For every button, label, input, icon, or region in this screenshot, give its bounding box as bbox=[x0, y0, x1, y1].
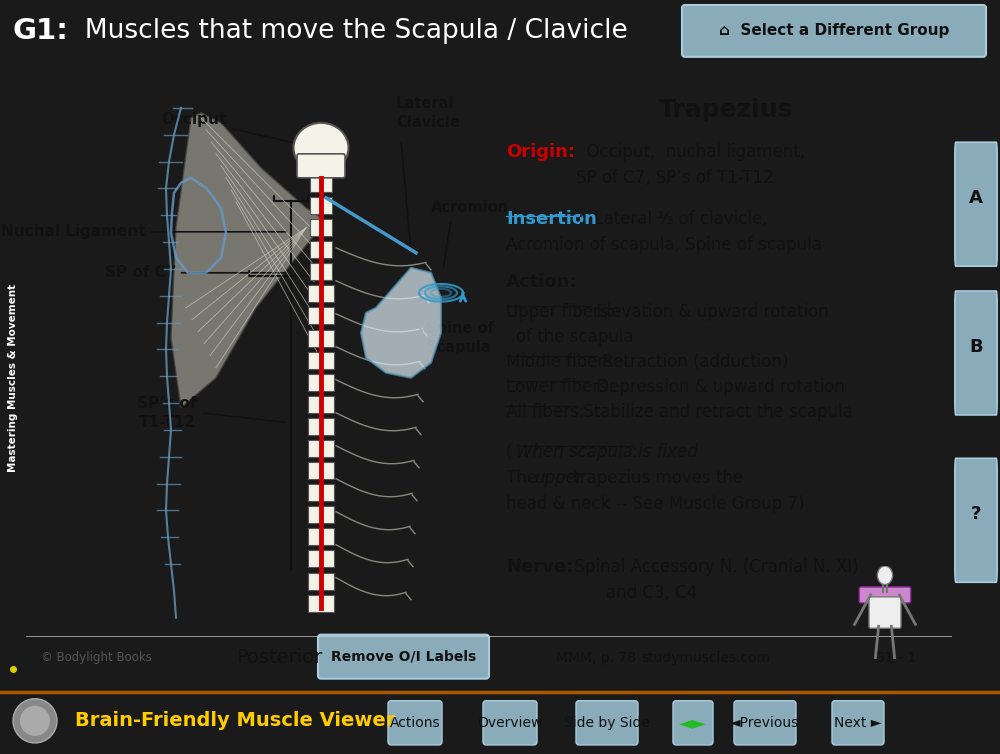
Text: Next ►: Next ► bbox=[834, 716, 882, 730]
Text: Nuchal Ligament: Nuchal Ligament bbox=[1, 224, 286, 239]
FancyBboxPatch shape bbox=[308, 396, 334, 412]
Text: Lateral
Clavicle: Lateral Clavicle bbox=[396, 96, 460, 130]
Text: Posterior: Posterior bbox=[236, 648, 322, 667]
Text: trapezius moves the: trapezius moves the bbox=[568, 469, 743, 487]
Text: © Bodylight Books: © Bodylight Books bbox=[41, 651, 152, 664]
Text: and C3, C4: and C3, C4 bbox=[564, 584, 697, 602]
Text: ⌂  Select a Different Group: ⌂ Select a Different Group bbox=[719, 23, 949, 38]
FancyBboxPatch shape bbox=[576, 700, 638, 745]
Text: Brain-Friendly Muscle Viewer: Brain-Friendly Muscle Viewer bbox=[75, 711, 395, 731]
FancyBboxPatch shape bbox=[308, 484, 334, 501]
FancyBboxPatch shape bbox=[308, 374, 334, 391]
FancyBboxPatch shape bbox=[308, 418, 334, 435]
FancyBboxPatch shape bbox=[832, 700, 884, 745]
Text: studymuscles.com: studymuscles.com bbox=[642, 651, 771, 665]
Text: MMM, p. 78: MMM, p. 78 bbox=[556, 651, 636, 665]
Text: SP of C7: SP of C7 bbox=[105, 265, 286, 280]
Text: ◄►: ◄► bbox=[679, 714, 707, 732]
Text: Action:: Action: bbox=[506, 273, 577, 291]
FancyBboxPatch shape bbox=[483, 700, 537, 745]
Text: Lower fibers:: Lower fibers: bbox=[506, 378, 614, 396]
FancyBboxPatch shape bbox=[308, 351, 334, 369]
Circle shape bbox=[13, 699, 57, 743]
FancyBboxPatch shape bbox=[869, 597, 901, 628]
Text: Spinal Accessory N. (Cranial N. XI): Spinal Accessory N. (Cranial N. XI) bbox=[564, 558, 859, 576]
FancyBboxPatch shape bbox=[308, 329, 334, 347]
FancyBboxPatch shape bbox=[682, 5, 986, 57]
Text: Spine of
Scapula: Spine of Scapula bbox=[426, 321, 494, 354]
FancyBboxPatch shape bbox=[308, 308, 334, 324]
Text: Insertion: Insertion bbox=[506, 210, 597, 228]
FancyBboxPatch shape bbox=[308, 462, 334, 479]
Ellipse shape bbox=[294, 123, 349, 173]
Text: ◄Previous: ◄Previous bbox=[730, 716, 800, 730]
Text: The: The bbox=[506, 469, 542, 487]
Text: (: ( bbox=[506, 443, 512, 461]
FancyBboxPatch shape bbox=[955, 458, 997, 582]
FancyBboxPatch shape bbox=[955, 291, 997, 415]
FancyBboxPatch shape bbox=[310, 175, 332, 192]
FancyBboxPatch shape bbox=[297, 154, 345, 178]
Text: Occiput,  nuchal ligament,: Occiput, nuchal ligament, bbox=[576, 143, 805, 161]
Text: Overview: Overview bbox=[477, 716, 543, 730]
FancyBboxPatch shape bbox=[308, 506, 334, 523]
Text: B: B bbox=[969, 338, 983, 356]
FancyBboxPatch shape bbox=[310, 241, 332, 258]
Text: SP of C7, SP’s of T1-T12: SP of C7, SP’s of T1-T12 bbox=[576, 169, 774, 187]
Text: Retraction (adduction): Retraction (adduction) bbox=[597, 353, 789, 371]
FancyBboxPatch shape bbox=[673, 700, 713, 745]
FancyBboxPatch shape bbox=[310, 197, 332, 214]
FancyBboxPatch shape bbox=[310, 219, 332, 236]
Text: G1:: G1: bbox=[12, 17, 68, 45]
FancyBboxPatch shape bbox=[318, 635, 489, 679]
FancyBboxPatch shape bbox=[308, 529, 334, 545]
FancyBboxPatch shape bbox=[388, 700, 442, 745]
Polygon shape bbox=[361, 268, 441, 378]
FancyBboxPatch shape bbox=[859, 587, 911, 602]
Text: Trapezius: Trapezius bbox=[659, 98, 793, 122]
Text: Origin:: Origin: bbox=[506, 143, 575, 161]
Text: ?: ? bbox=[971, 505, 981, 523]
FancyBboxPatch shape bbox=[308, 595, 334, 611]
Text: SP’s of
T1-T12: SP’s of T1-T12 bbox=[137, 396, 196, 430]
Text: G1 - 1: G1 - 1 bbox=[874, 651, 916, 665]
Text: Remove O/I Labels: Remove O/I Labels bbox=[331, 650, 477, 664]
FancyBboxPatch shape bbox=[308, 572, 334, 590]
Text: of the scapula: of the scapula bbox=[516, 328, 634, 346]
Text: When scapula is fixed: When scapula is fixed bbox=[516, 443, 698, 461]
Text: :  Lateral ⅓ of clavicle,: : Lateral ⅓ of clavicle, bbox=[578, 210, 768, 228]
Text: Upper fibers:: Upper fibers: bbox=[506, 303, 614, 320]
FancyBboxPatch shape bbox=[310, 263, 332, 280]
Text: Mastering Muscles & Movement: Mastering Muscles & Movement bbox=[8, 284, 18, 472]
FancyBboxPatch shape bbox=[308, 285, 334, 302]
FancyBboxPatch shape bbox=[955, 143, 997, 266]
FancyBboxPatch shape bbox=[308, 550, 334, 568]
FancyBboxPatch shape bbox=[308, 440, 334, 457]
Text: head & neck -- See Muscle Group 7): head & neck -- See Muscle Group 7) bbox=[506, 495, 805, 513]
Text: Elevation & upward rotation: Elevation & upward rotation bbox=[591, 303, 829, 320]
Text: Acromion of scapula, Spine of scapula: Acromion of scapula, Spine of scapula bbox=[506, 236, 822, 254]
Text: Acromion: Acromion bbox=[431, 201, 509, 216]
Polygon shape bbox=[171, 113, 321, 408]
Circle shape bbox=[877, 566, 893, 584]
Text: Muscles that move the Scapula / Clavicle: Muscles that move the Scapula / Clavicle bbox=[68, 18, 628, 44]
Circle shape bbox=[20, 706, 50, 736]
Text: Depression & upward rotation: Depression & upward rotation bbox=[591, 378, 845, 396]
Text: Occiput: Occiput bbox=[161, 112, 313, 147]
FancyBboxPatch shape bbox=[734, 700, 796, 745]
Text: All fibers:: All fibers: bbox=[506, 403, 585, 421]
Text: Stabilize and retract the scapula: Stabilize and retract the scapula bbox=[578, 403, 853, 421]
Text: Side by Side: Side by Side bbox=[564, 716, 650, 730]
Text: upper: upper bbox=[534, 469, 583, 487]
Text: Nerve:: Nerve: bbox=[506, 558, 573, 576]
Text: Actions: Actions bbox=[390, 716, 440, 730]
Text: Middle fibers:: Middle fibers: bbox=[506, 353, 619, 371]
Text: A: A bbox=[969, 189, 983, 207]
Text: :: : bbox=[632, 443, 638, 461]
